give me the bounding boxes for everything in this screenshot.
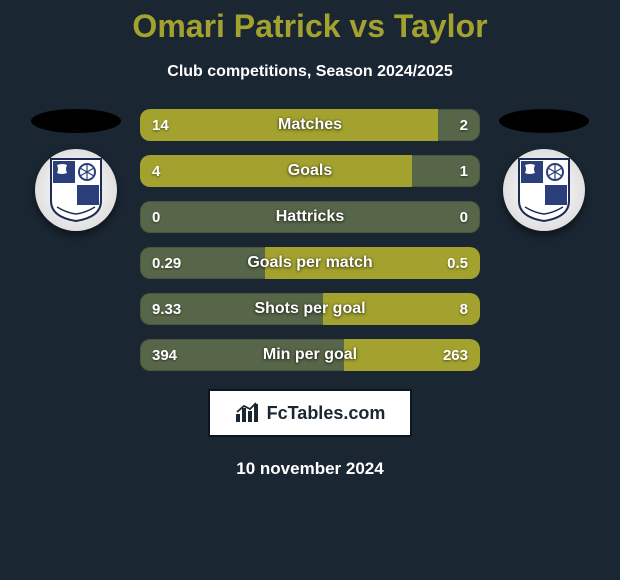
comparison-bars: 142Matches 41Goals 00Hattricks 0.290.5Goals… xyxy=(140,109,480,371)
stat-bar: 0.290.5Goals per match xyxy=(140,247,480,279)
stat-bar: 9.338Shots per goal xyxy=(140,293,480,325)
bar-chart-icon xyxy=(235,402,261,424)
brand-box: FcTables.com xyxy=(208,389,412,437)
shield-icon xyxy=(515,157,573,223)
stat-bar: 394263Min per goal xyxy=(140,339,480,371)
player-right-crest xyxy=(503,149,585,231)
bar-metric-label: Hattricks xyxy=(140,201,480,233)
page-title: Omari Patrick vs Taylor xyxy=(0,0,620,45)
shield-icon xyxy=(47,157,105,223)
bar-metric-label: Goals per match xyxy=(140,247,480,279)
player-left-column xyxy=(26,109,126,231)
player-left-shadow xyxy=(31,109,121,133)
stat-bar: 142Matches xyxy=(140,109,480,141)
bar-metric-label: Min per goal xyxy=(140,339,480,371)
player-left-crest xyxy=(35,149,117,231)
comparison-panel: 142Matches 41Goals 00Hattricks 0.290.5Goals… xyxy=(0,109,620,371)
footer-date: 10 november 2024 xyxy=(236,459,383,479)
stat-bar: 41Goals xyxy=(140,155,480,187)
bar-metric-label: Goals xyxy=(140,155,480,187)
brand-label: FcTables.com xyxy=(267,403,386,424)
page-subtitle: Club competitions, Season 2024/2025 xyxy=(0,45,620,81)
bar-metric-label: Shots per goal xyxy=(140,293,480,325)
footer: FcTables.com 10 november 2024 xyxy=(0,389,620,479)
stat-bar: 00Hattricks xyxy=(140,201,480,233)
bar-metric-label: Matches xyxy=(140,109,480,141)
player-right-shadow xyxy=(499,109,589,133)
player-right-column xyxy=(494,109,594,231)
